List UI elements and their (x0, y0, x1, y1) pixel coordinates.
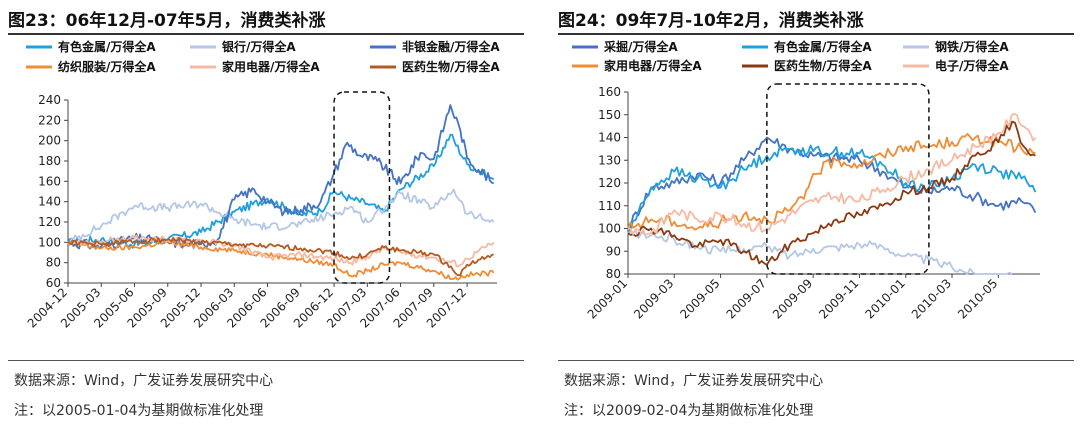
x-tick-label: 2010-05 (955, 276, 1000, 321)
legend-label: 有色金属/万得全A (774, 39, 872, 54)
series-line (67, 104, 495, 250)
series-line (627, 229, 1013, 275)
x-tick-label: 2009-11 (816, 276, 861, 321)
title-rule (558, 33, 1074, 35)
y-tick-label: 150 (598, 108, 621, 122)
legend-label: 医药生物/万得全A (402, 59, 500, 74)
y-tick-label: 220 (38, 113, 61, 127)
source-rule (558, 360, 1074, 361)
series-line (67, 133, 495, 249)
y-tick-label: 60 (46, 276, 61, 290)
x-tick-label: 2009-07 (724, 276, 769, 321)
x-tick-label: 2009-09 (770, 276, 815, 321)
series-line (627, 112, 1037, 236)
legend-label: 银行/万得全A (222, 39, 296, 54)
legend-label: 纺织服装/万得全A (58, 59, 156, 74)
footnote: 注：以2005-01-04为基期做标准化处理 (14, 403, 264, 419)
chart-panel-right: 图24：09年7月-10年2月，消费类补涨 采掘/万得全A 有色金属/万得全A 钢铁… (550, 0, 1080, 424)
series-line (67, 188, 495, 245)
y-tick-label: 140 (598, 131, 621, 145)
legend-label: 医药生物/万得全A (774, 58, 872, 73)
data-source: 数据来源：Wind，广发证券发展研究中心 (564, 373, 824, 389)
highlight-box (333, 91, 391, 284)
legend-label: 采掘/万得全A (603, 39, 678, 54)
y-tick-label: 140 (38, 195, 61, 209)
y-tick-label: 160 (38, 174, 61, 188)
x-tick-label: 2009-01 (585, 276, 630, 321)
series-line (627, 133, 1036, 231)
y-tick-label: 200 (38, 134, 61, 148)
series-line (67, 237, 494, 277)
series-line (627, 120, 1036, 266)
x-tick-label: 2010-03 (909, 276, 954, 321)
x-tick-label: 2009-05 (677, 276, 722, 321)
footnote: 注：以2009-02-04为基期做标准化处理 (564, 403, 814, 419)
line-chart: 有色金属/万得全A 银行/万得全A 非银金融/万得全A 纺织服装/万得全A 家用电器/万… (25, 39, 501, 331)
legend-label: 钢铁/万得全A (935, 39, 1009, 54)
y-tick-label: 90 (606, 244, 621, 258)
y-tick-label: 180 (38, 154, 61, 168)
y-tick-label: 120 (598, 176, 621, 190)
legend-label: 非银金融/万得全A (402, 39, 500, 54)
title-rule (8, 33, 524, 35)
chart-panel-left: 图23：06年12月-07年5月，消费类补涨 有色金属/万得全A 银行/万得全A 非… (0, 0, 530, 424)
series-line (627, 144, 1037, 234)
legend-label: 家用电器/万得全A (222, 59, 320, 74)
source-rule (8, 360, 524, 361)
y-tick-label: 130 (598, 153, 621, 167)
y-tick-label: 80 (606, 267, 621, 281)
y-tick-label: 240 (38, 93, 61, 107)
figure-title: 图24：09年7月-10年2月，消费类补涨 (558, 11, 864, 31)
series-line (627, 136, 1037, 230)
x-tick-label: 2010-01 (863, 276, 908, 321)
highlight-box (766, 83, 930, 275)
legend-label: 有色金属/万得全A (58, 39, 156, 54)
data-source: 数据来源：Wind，广发证券发展研究中心 (14, 373, 274, 389)
legend-label: 家用电器/万得全A (604, 58, 702, 73)
y-tick-label: 100 (38, 235, 61, 249)
y-tick-label: 160 (598, 85, 621, 99)
series-line (67, 234, 495, 268)
legend-label: 电子/万得全A (935, 58, 1009, 73)
x-tick-label: 2009-03 (631, 276, 676, 321)
figure-title: 图23：06年12月-07年5月，消费类补涨 (8, 11, 326, 31)
line-chart: 采掘/万得全A 有色金属/万得全A 钢铁/万得全A 家用电器/万得全A 医药生物/万得全… (572, 39, 1040, 322)
y-tick-label: 110 (598, 199, 621, 213)
y-tick-label: 80 (46, 256, 61, 270)
y-tick-label: 100 (598, 222, 621, 236)
y-tick-label: 120 (38, 215, 61, 229)
